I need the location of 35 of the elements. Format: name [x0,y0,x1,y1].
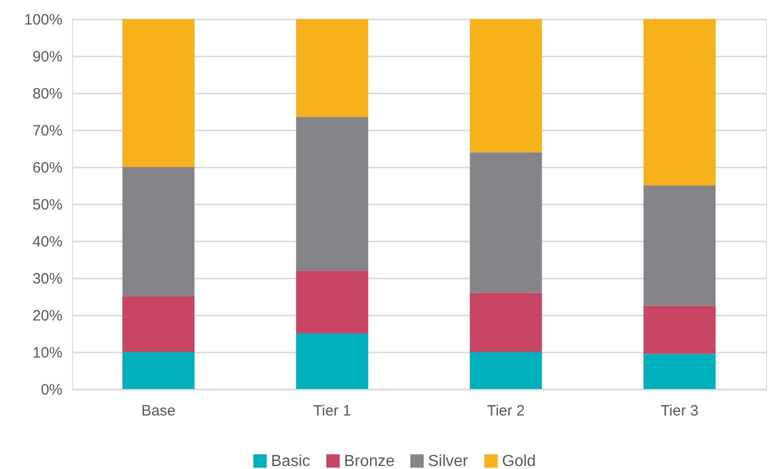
x-tick-label: Tier 3 [660,402,698,420]
bar [470,152,542,293]
bar [122,167,194,296]
bar [644,354,716,389]
x-tick-label: Tier 1 [313,402,352,420]
x-tick-label: Base [141,402,176,420]
y-tick-label: 100% [24,12,62,28]
bar [644,306,716,354]
y-tick-label: 50% [32,196,62,214]
bar [470,19,542,152]
bar [122,19,194,167]
bar [296,19,368,118]
y-tick-label: 0% [40,382,62,398]
bar [296,117,368,271]
bar [296,270,368,334]
y-tick-label: 30% [32,270,62,288]
bar [470,292,542,352]
bar [122,296,194,352]
bar [644,186,716,306]
legend-label: Silver [428,453,469,469]
bar [296,334,368,389]
legend-label: Gold [502,453,536,469]
y-tick-label: 60% [32,160,62,176]
x-tick-label: Tier 2 [486,402,525,420]
y-tick-label: 90% [32,48,62,66]
y-tick-label: 40% [32,234,62,250]
bar [122,352,194,389]
y-tick-label: 10% [32,344,62,362]
bar [470,352,542,389]
y-tick-label: 20% [32,308,62,324]
y-tick-label: 70% [32,122,62,140]
y-tick-label: 80% [32,86,62,102]
bar [644,19,716,186]
legend-label: Bronze [344,453,395,469]
legend-label: Basic [271,453,310,469]
